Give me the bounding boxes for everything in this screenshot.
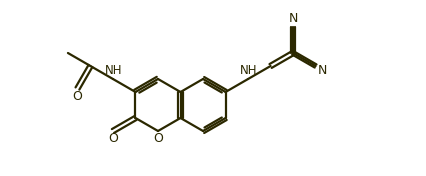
Text: O: O bbox=[108, 133, 118, 146]
Text: O: O bbox=[153, 133, 163, 146]
Text: NH: NH bbox=[105, 64, 123, 77]
Text: O: O bbox=[72, 90, 82, 103]
Text: N: N bbox=[288, 12, 298, 26]
Text: N: N bbox=[318, 64, 327, 77]
Text: NH: NH bbox=[240, 64, 258, 77]
